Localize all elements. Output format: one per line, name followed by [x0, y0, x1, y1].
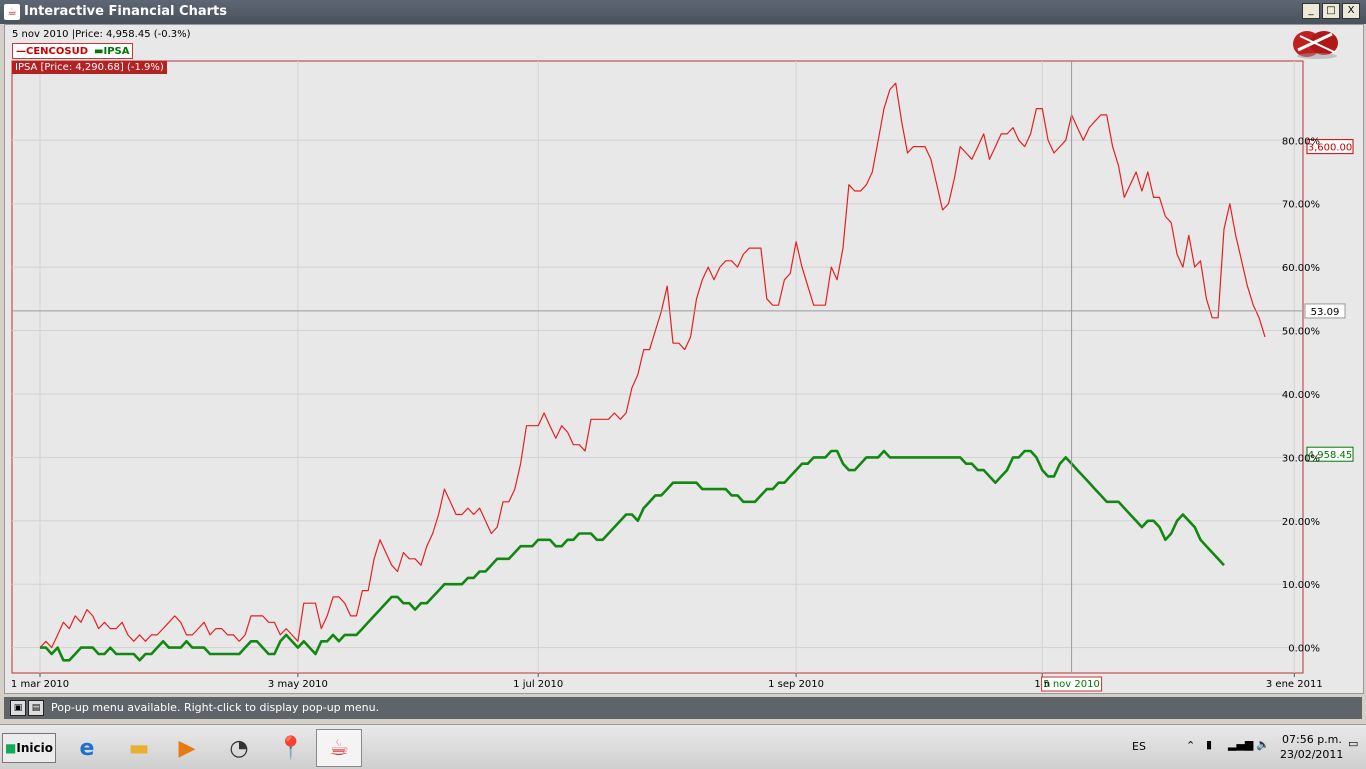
price-flag-box [1306, 446, 1354, 462]
status-bar: ▣ ▤ Pop-up menu available. Right-click t… [4, 697, 1362, 719]
print-icon[interactable]: ▤ [28, 700, 44, 716]
windows-logo-icon: ■ [5, 741, 17, 755]
chart-crosshair: 53.09 5 nov 2010 3,600.00 4,958.45 [12, 61, 1354, 692]
battery-icon[interactable]: ▮ [1206, 738, 1213, 751]
chart-grid [12, 61, 1303, 673]
x-tick-label: 3 may 2010 [268, 679, 328, 690]
x-tick-label: 1 jul 2010 [513, 679, 563, 690]
legend-label-cencosud: CENCOSUD [26, 45, 89, 57]
x-tick-label: 1 sep 2010 [768, 679, 824, 690]
volume-icon[interactable]: 🔈 [1256, 738, 1270, 751]
brand-logo-icon [1293, 31, 1338, 59]
y-tick-label: 50.00% [1282, 327, 1320, 338]
y-tick-label: 60.00% [1282, 263, 1320, 274]
crosshair-x-label: 5 nov 2010 [1041, 676, 1103, 692]
signal-icon[interactable]: ▂▄▆ [1228, 738, 1254, 751]
system-tray: ES ⌃ ▮ ▂▄▆ 🔈 07:56 p.m. 23/02/2011 ▭ [1132, 729, 1362, 765]
crosshair-y-label-text: 53.09 [1311, 307, 1340, 318]
ie-icon[interactable]: e [79, 735, 95, 761]
x-tick-label: 3 ene 2011 [1266, 679, 1323, 690]
series-line-cencosud [39, 82, 1266, 649]
price-flag-text: 3,600.00 [1308, 143, 1353, 154]
window-title: Interactive Financial Charts [24, 4, 227, 19]
y-tick-label: 80.00% [1282, 136, 1320, 147]
legend-item-ipsa[interactable]: ▬IPSA [94, 45, 130, 57]
price-flag: 4,958.45 [1306, 446, 1354, 462]
y-tick-label: 30.00% [1282, 453, 1320, 464]
crosshair-x-label-text: 5 nov 2010 [1043, 679, 1100, 690]
price-flag-text: 4,958.45 [1308, 450, 1353, 461]
crosshair-x-label-box [1041, 676, 1103, 692]
fullscreen-icon[interactable]: ▣ [10, 700, 26, 716]
clock-date[interactable]: 23/02/2011 [1280, 748, 1344, 761]
clock-icon[interactable]: ◔ [229, 735, 249, 761]
crosshair-y-label: 53.09 [1304, 303, 1346, 319]
x-axis: 1 mar 2010 3 may 2010 1 jul 2010 1 sep 2010… [11, 673, 1323, 690]
status-message: Pop-up menu available. Right-click to di… [51, 701, 380, 714]
start-button[interactable]: ■Inicio [2, 733, 56, 763]
price-chart[interactable]: 53.09 5 nov 2010 3,600.00 4,958.45 0.00% 10.… [11, 60, 1354, 692]
crosshair-y-label-box [1304, 303, 1346, 319]
x-tick-label: 1 mar 2010 [11, 679, 69, 690]
window-titlebar: ☕ Interactive Financial Charts _ □ X [0, 0, 1366, 24]
y-tick-label: 70.00% [1282, 200, 1320, 211]
price-flag-box [1306, 139, 1354, 155]
y-tick-label: 20.00% [1282, 517, 1320, 528]
y-axis: 0.00% 10.00% 20.00% 30.00% 40.00% 50.00% 60.00… [1282, 136, 1320, 654]
chart-series [39, 82, 1266, 662]
folder-icon[interactable]: ▬ [128, 735, 150, 761]
windows-taskbar: ■Inicio e ▬ ▶ ◔ 📍 ☕ ES ⌃ ▮ ▂▄▆ 🔈 07:56 p… [0, 724, 1366, 769]
chart-legend[interactable]: —CENCOSUD ▬IPSA [12, 43, 134, 59]
y-tick-label: 10.00% [1282, 580, 1320, 591]
maximize-button[interactable]: □ [1322, 3, 1340, 19]
clock-time[interactable]: 07:56 p.m. [1282, 733, 1342, 746]
legend-label-ipsa: IPSA [103, 45, 130, 57]
series-line-ipsa [40, 449, 1225, 662]
app-icon[interactable]: ☕ [4, 4, 20, 20]
y-tick-label: 40.00% [1282, 390, 1320, 401]
x-tick-label: 1 n [1034, 679, 1050, 690]
legend-item-cencosud[interactable]: —CENCOSUD [16, 45, 89, 57]
pushpin-icon[interactable]: 📍 [277, 735, 305, 761]
media-player-icon[interactable]: ▶ [178, 735, 196, 761]
price-flag: 3,600.00 [1306, 139, 1354, 155]
series-tooltip: IPSA [Price: 4,290.68] (-1.9%) [12, 61, 167, 74]
y-tick-label: 0.00% [1288, 644, 1320, 655]
java-icon[interactable]: ☕ [316, 729, 362, 767]
price-info-line: 5 nov 2010 |Price: 4,958.45 (-0.3%) [12, 29, 191, 40]
close-button[interactable]: X [1342, 3, 1360, 19]
window-controls: _ □ X [1302, 3, 1360, 19]
show-desktop-icon[interactable]: ▭ [1348, 737, 1359, 750]
minimize-button[interactable]: _ [1302, 3, 1320, 19]
start-label: Inicio [16, 741, 53, 755]
show-hidden-icons-icon[interactable]: ⌃ [1186, 739, 1196, 752]
language-indicator[interactable]: ES [1132, 740, 1146, 753]
